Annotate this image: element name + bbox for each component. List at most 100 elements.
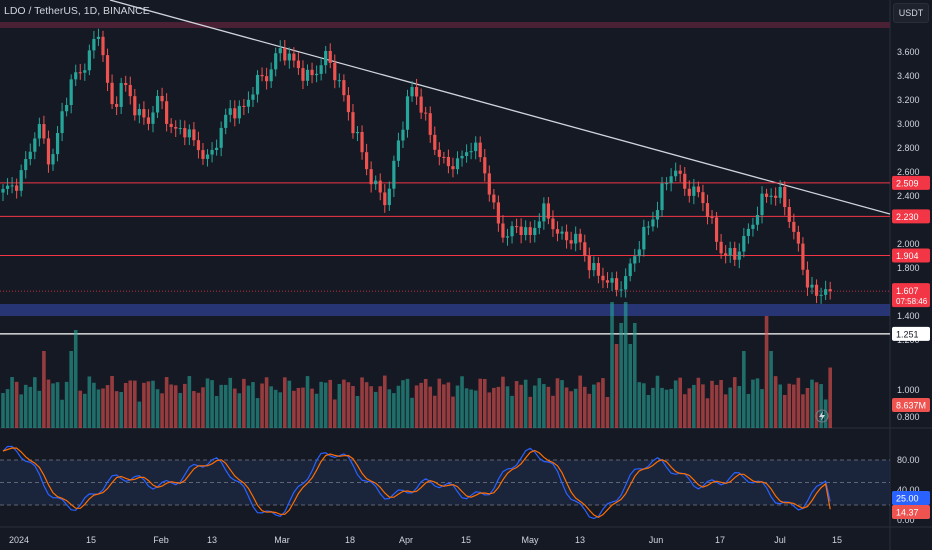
volume-bar (128, 380, 133, 428)
volume-last-label-bg (892, 398, 930, 412)
volume-bar (687, 388, 692, 428)
volume-tick-label: 0.800 (897, 412, 920, 422)
candle-body (15, 185, 19, 191)
candle-body (278, 48, 282, 54)
candle-body (678, 170, 682, 174)
volume-bar (760, 389, 764, 428)
volume-bar (646, 395, 651, 428)
candle-body (810, 284, 814, 288)
volume-bar (755, 378, 760, 428)
candle-body (510, 226, 514, 237)
candle-body (564, 231, 569, 241)
volume-bar (669, 388, 673, 428)
candle-body (637, 249, 641, 257)
volume-bar (310, 388, 314, 428)
volume-bar (469, 389, 473, 428)
candle-body (133, 96, 137, 116)
volume-bar (201, 387, 205, 428)
volume-bar (805, 387, 810, 428)
volume-bar (782, 394, 787, 428)
volume-bar (482, 378, 487, 428)
volume-bar (382, 375, 387, 428)
candle-body (305, 69, 310, 81)
volume-bar (187, 376, 192, 428)
volume-bar (619, 323, 623, 428)
volume-bar (14, 381, 19, 428)
level-label: 1.904 (896, 251, 919, 261)
volume-bar (692, 384, 696, 428)
candle-body (365, 152, 369, 170)
candle-body (410, 87, 414, 97)
volume-bar (419, 382, 423, 428)
volume-bar (246, 385, 251, 428)
level-label-bg (892, 175, 930, 190)
volume-bar (178, 392, 183, 428)
candle-body (360, 131, 364, 153)
volume-bar (492, 387, 496, 428)
volume-bar (569, 391, 573, 428)
candle-body (596, 263, 600, 276)
candle-body (578, 233, 582, 243)
volume-bar (173, 385, 178, 428)
time-tick-label: Jul (774, 535, 786, 545)
time-tick-label: 15 (461, 535, 471, 545)
volume-bar (164, 377, 169, 428)
volume-bar (219, 384, 223, 428)
volume-bar (305, 376, 310, 428)
candle-body (714, 217, 719, 242)
volume-bar (123, 383, 128, 428)
volume-bar (260, 383, 264, 428)
volume-bar (723, 394, 728, 428)
candle-body (824, 289, 828, 295)
volume-bar (528, 396, 533, 428)
candle-body (378, 180, 382, 193)
candle-body (405, 96, 410, 130)
candle-body (19, 170, 23, 191)
candle-body (146, 117, 151, 124)
time-tick-label: 18 (345, 535, 355, 545)
candle-body (751, 224, 755, 229)
candle-body (610, 278, 614, 283)
volume-bar (110, 376, 114, 428)
candle-body (805, 269, 810, 288)
volume-last-label: 8.637M (896, 401, 926, 411)
volume-bar (210, 380, 214, 428)
candle-body (646, 226, 650, 228)
price-tick-label: 2.000 (897, 239, 920, 249)
volume-bar (196, 392, 201, 428)
volume-bar (37, 390, 42, 428)
candle-body (296, 60, 301, 69)
candle-body (687, 188, 691, 196)
candle-body (128, 85, 132, 97)
volume-bar (542, 384, 546, 428)
volume-bar (119, 391, 123, 428)
volume-bar (28, 386, 33, 428)
volume-bar (364, 382, 369, 428)
volume-bar (46, 379, 51, 428)
candle-body (642, 226, 646, 250)
candle-body (115, 104, 119, 107)
candle-body (483, 157, 487, 174)
support-label-bg (892, 326, 930, 341)
candle-body (787, 207, 791, 222)
candle-body (478, 142, 482, 158)
symbol-name[interactable]: LDO / TetherUS (4, 5, 78, 17)
volume-bar (273, 389, 278, 428)
candle-body (355, 131, 360, 134)
candle-body (78, 72, 82, 74)
volume-bar (296, 387, 301, 428)
lightning-glyph (819, 411, 825, 421)
interval-label[interactable]: 1D (83, 5, 98, 17)
currency-button[interactable]: USDT (893, 3, 929, 23)
volume-bar (142, 382, 146, 428)
volume-bar (42, 351, 46, 428)
candle-body (124, 83, 128, 86)
descending-trendline[interactable] (109, 0, 891, 215)
lightning-icon[interactable] (815, 409, 829, 423)
volume-bar (323, 382, 328, 428)
volume-bar (605, 396, 610, 428)
volume-bar (428, 386, 433, 428)
support-label: 1.251 (896, 329, 919, 339)
candle-body (460, 155, 464, 159)
